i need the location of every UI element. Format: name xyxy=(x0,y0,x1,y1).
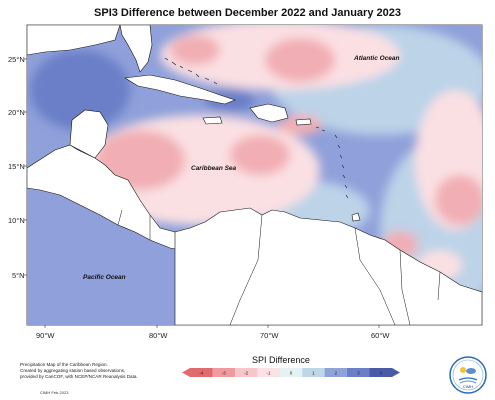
logo-text: CIMH xyxy=(463,384,473,389)
small-islands xyxy=(164,57,349,199)
us-gulf-land xyxy=(27,25,121,56)
lon-tick-80: 80°W xyxy=(149,331,168,340)
lon-tick-70: 70°W xyxy=(260,331,279,340)
lat-tick-25: 25°N xyxy=(8,55,25,64)
map-title: SPI3 Difference between December 2022 an… xyxy=(94,7,401,19)
credits-text: Precipitation Map of the Caribbean Regio… xyxy=(20,362,170,380)
spi-field xyxy=(27,25,482,325)
cimh-logo: CIMH xyxy=(449,356,487,394)
sun-icon xyxy=(460,367,466,373)
lon-tick-60: 60°W xyxy=(371,331,390,340)
legend-swatch xyxy=(302,368,325,377)
label-caribbean-sea: Caribbean Sea xyxy=(191,165,237,172)
legend-tick-label: 2 xyxy=(335,371,338,376)
jamaica-land xyxy=(202,116,223,125)
legend-tick-label: -4 xyxy=(199,371,203,376)
dry-core-caribbean xyxy=(95,130,185,190)
credits-line-2: Created by aggregating station based obs… xyxy=(20,368,126,373)
legend-tick-label: -3 xyxy=(222,371,226,376)
dry-core-east xyxy=(435,175,482,225)
legend-tick-label: 3 xyxy=(357,371,360,376)
land-masses xyxy=(27,25,482,325)
legend-tick-label: 1 xyxy=(312,371,315,376)
cloud-icon xyxy=(466,368,476,374)
legend-swatch xyxy=(369,368,393,377)
lat-tick-20: 20°N xyxy=(8,108,25,117)
latitude-axis: 25°N 20°N 15°N 10°N 5°N xyxy=(8,55,27,280)
legend-tick-label: -1 xyxy=(267,371,271,376)
legend-swatch xyxy=(324,368,348,377)
legend-swatch xyxy=(257,368,281,377)
legend-title: SPI Difference xyxy=(252,355,310,365)
south-america-land xyxy=(174,207,482,325)
country-borders xyxy=(117,209,441,325)
yucatan-land xyxy=(69,109,109,159)
puerto-rico-land xyxy=(295,118,312,126)
lon-tick-90: 90°W xyxy=(36,331,55,340)
legend-swatch xyxy=(347,368,370,377)
legend-tick-label: 4 xyxy=(380,371,383,376)
credits-line-3: provided by CariCOF, with NCEP/NCAR Rean… xyxy=(20,374,138,379)
lat-tick-10: 10°N xyxy=(8,216,25,225)
legend-swatch xyxy=(190,368,213,377)
dry-core-north xyxy=(265,38,335,82)
wet-core-gulf xyxy=(30,50,130,130)
legend-tick-label: -2 xyxy=(244,371,248,376)
label-pacific-ocean: Pacific Ocean xyxy=(83,274,126,281)
hispaniola-land xyxy=(249,103,289,123)
florida-land xyxy=(119,25,153,73)
lat-tick-15: 15°N xyxy=(8,162,25,171)
legend-arrow-max xyxy=(392,368,400,377)
dry-core-central xyxy=(230,135,290,175)
dry-core-northwest xyxy=(170,35,220,65)
cuba-land xyxy=(124,74,236,105)
trinidad-land xyxy=(351,212,361,222)
legend-ticks: -4 -3 -2 -1 0 1 2 3 4 xyxy=(199,371,382,376)
legend-swatch xyxy=(234,368,258,377)
longitude-axis: 90°W 80°W 70°W 60°W xyxy=(36,325,390,340)
legend-arrow-min xyxy=(182,368,190,377)
credits-date: CIMH Feb-2023 xyxy=(40,390,69,395)
label-atlantic-ocean: Atlantic Ocean xyxy=(353,55,400,62)
legend-swatch xyxy=(212,368,236,377)
legend-colorbar xyxy=(182,368,400,377)
legend-swatch xyxy=(279,368,303,377)
credits-line-1: Precipitation Map of the Caribbean Regio… xyxy=(20,362,108,367)
lat-tick-5: 5°N xyxy=(12,271,25,280)
legend-tick-label: 0 xyxy=(290,371,293,376)
